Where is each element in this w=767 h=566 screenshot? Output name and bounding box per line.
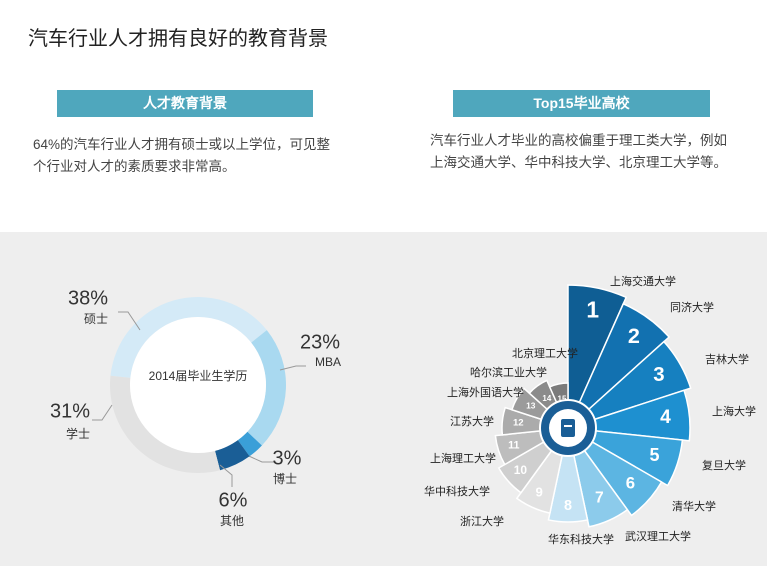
category-label: 博士 <box>273 471 297 486</box>
category-label: 学士 <box>66 426 90 441</box>
rank-label: 6 <box>626 474 635 493</box>
university-label: 浙江大学 <box>460 514 504 528</box>
university-label: 上海外国语大学 <box>447 385 524 399</box>
rank-label: 7 <box>595 489 604 506</box>
section-text: 汽车行业人才毕业的高校偏重于理工类大学，例如上海交通大学、华中科技大学、北京理工… <box>430 133 727 170</box>
leader-line <box>279 365 306 371</box>
rank-label: 1 <box>586 297 599 323</box>
donut-center-label: 2014届毕业生学历 <box>148 369 248 383</box>
category-label: MBA <box>315 355 341 369</box>
rank-label: 3 <box>653 364 664 386</box>
rank-label: 15 <box>558 395 567 404</box>
donut-segment <box>110 297 267 378</box>
rank-label: 2 <box>628 323 640 348</box>
value-label: 31% <box>50 400 90 422</box>
page-title: 汽车行业人才拥有良好的教育背景 <box>28 28 328 50</box>
university-label: 同济大学 <box>670 300 714 314</box>
rank-label: 11 <box>508 439 519 451</box>
university-label: 上海交通大学 <box>610 274 676 288</box>
category-label: 硕士 <box>84 312 108 326</box>
university-label: 上海大学 <box>712 404 756 418</box>
rank-label: 13 <box>526 401 536 411</box>
category-label: 其他 <box>220 514 244 528</box>
rank-label: 5 <box>650 445 660 465</box>
university-label: 上海理工大学 <box>430 451 496 465</box>
rank-label: 9 <box>535 484 542 499</box>
university-label: 武汉理工大学 <box>625 529 691 543</box>
leader-line <box>118 311 141 331</box>
rank-label: 8 <box>564 498 572 514</box>
section-heading: 人才教育背景 <box>57 90 313 117</box>
donut-segment <box>215 440 250 471</box>
rank-label: 10 <box>514 463 528 477</box>
hub-icon <box>561 419 575 437</box>
value-label: 38% <box>68 287 108 309</box>
university-label: 北京理工大学 <box>512 346 578 360</box>
university-label: 华东科技大学 <box>548 532 614 546</box>
value-label: 23% <box>300 331 340 353</box>
university-label: 复旦大学 <box>702 458 746 472</box>
donut-hole <box>130 317 266 453</box>
university-label: 清华大学 <box>672 499 716 513</box>
leader-line <box>92 404 113 421</box>
section-text: 64%的汽车行业人才拥有硕士或以上学位，可见整个行业对人才的素质要求非常高。 <box>33 137 331 174</box>
donut-segment <box>110 375 221 473</box>
rank-label: 12 <box>513 417 524 428</box>
section-heading: Top15毕业高校 <box>453 90 710 117</box>
value-label: 3% <box>273 447 302 469</box>
value-label: 6% <box>219 489 248 511</box>
leader-line <box>219 464 233 487</box>
university-label: 江苏大学 <box>450 414 494 428</box>
donut-segment <box>237 431 262 457</box>
university-label: 哈尔滨工业大学 <box>470 365 547 379</box>
university-label: 吉林大学 <box>705 352 749 366</box>
hub-icon-line <box>564 425 572 427</box>
rank-label: 4 <box>660 407 671 428</box>
university-label: 华中科技大学 <box>424 484 490 498</box>
donut-segment <box>247 330 286 446</box>
rank-label: 14 <box>542 394 551 403</box>
